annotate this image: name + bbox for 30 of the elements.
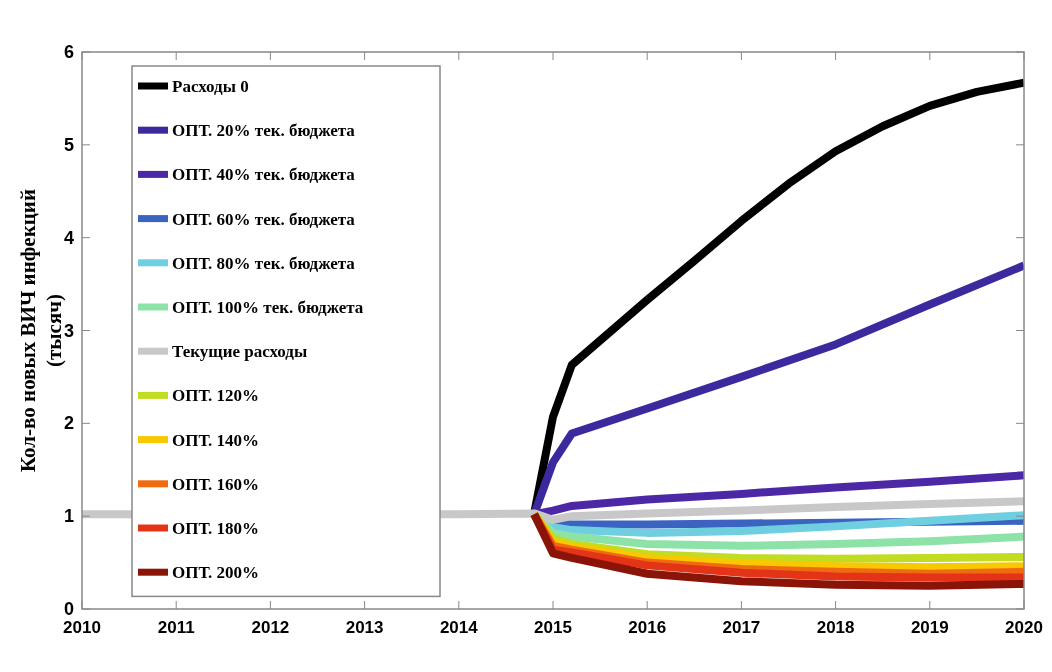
x-tick-label: 2020 bbox=[1005, 618, 1043, 637]
y-tick-label: 4 bbox=[63, 227, 74, 248]
legend-label: ОПТ. 140% bbox=[172, 430, 260, 450]
legend-label: ОПТ. 60% тек. бюджета bbox=[172, 209, 356, 229]
legend-label: ОПТ. 120% bbox=[172, 386, 260, 406]
legend-label: Расходы 0 bbox=[172, 77, 249, 96]
legend-label: Текущие расходы bbox=[172, 342, 308, 362]
x-tick-label: 2013 bbox=[345, 618, 384, 637]
legend-label: ОПТ. 40% тек. бюджета bbox=[172, 165, 356, 185]
x-tick-label: 2011 bbox=[157, 618, 195, 637]
x-tick-label: 2019 bbox=[910, 618, 949, 637]
legend-label: ОПТ. 200% bbox=[172, 563, 260, 583]
y-tick-label: 0 bbox=[63, 599, 74, 619]
y-tick-label: 2 bbox=[63, 413, 74, 434]
x-tick-label: 2018 bbox=[816, 618, 855, 637]
x-tick-label: 2012 bbox=[251, 618, 290, 637]
y-tick-label: 5 bbox=[63, 134, 74, 155]
x-tick-label: 2014 bbox=[439, 618, 479, 637]
x-tick-label: 2010 bbox=[63, 618, 101, 637]
x-tick-label: 2016 bbox=[628, 618, 667, 637]
y-tick-label: 1 bbox=[63, 506, 74, 527]
legend-label: ОПТ. 180% bbox=[172, 519, 260, 538]
legend-label: ОПТ. 100% тек. бюджета bbox=[172, 298, 364, 317]
legend-label: ОПТ. 20% тек. бюджета bbox=[172, 121, 356, 141]
x-tick-label: 2017 bbox=[722, 618, 761, 637]
legend-label: ОПТ. 80% тек. бюджета bbox=[172, 253, 356, 273]
legend-label: ОПТ. 160% bbox=[172, 474, 260, 494]
y-tick-label: 3 bbox=[63, 320, 74, 341]
y-tick-label: 6 bbox=[63, 42, 74, 62]
x-tick-label: 2015 bbox=[534, 618, 572, 637]
